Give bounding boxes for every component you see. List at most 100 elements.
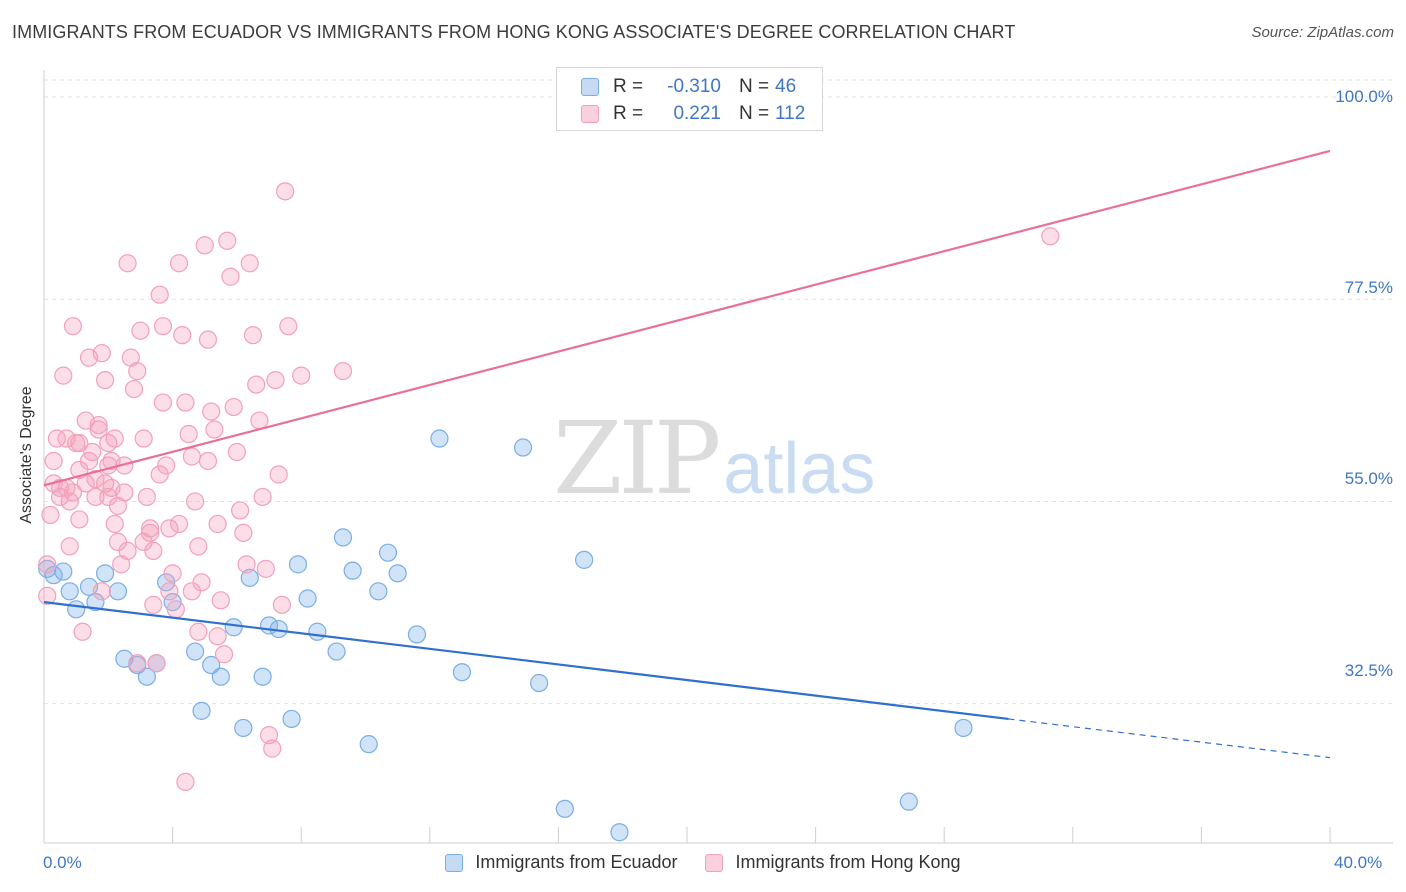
legend-r-label: R =	[613, 103, 644, 124]
ecuador-point	[224, 618, 243, 637]
y-tick-label: 100.0%	[1335, 87, 1393, 106]
ecuador-point	[378, 543, 398, 562]
hongkong-point	[205, 420, 224, 439]
hongkong-point	[221, 267, 240, 286]
ecuador-point	[211, 667, 230, 686]
hongkong-point	[202, 402, 221, 421]
hongkong-point	[38, 586, 57, 605]
hongkong-point	[54, 366, 73, 385]
ecuador-point	[575, 550, 594, 569]
hongkong-point	[263, 739, 282, 758]
ecuador-point	[186, 642, 205, 661]
hongkong-point	[92, 582, 111, 601]
correlation-legend: R = -0.310 N = 46 R = 0.221 N = 112	[556, 67, 823, 131]
chart-title: IMMIGRANTS FROM ECUADOR VS IMMIGRANTS FR…	[12, 22, 1016, 42]
legend-swatch-blue	[445, 853, 464, 872]
hongkong-point	[124, 379, 144, 399]
ecuador-point	[44, 566, 63, 585]
hongkong-point	[92, 344, 111, 363]
hongkong-point	[182, 447, 201, 466]
hongkong-point	[211, 591, 230, 610]
hongkong-point	[269, 465, 288, 484]
hongkong-point	[224, 397, 243, 417]
legend-label-ecuador: Immigrants from Ecuador	[475, 852, 678, 872]
hongkong-point	[166, 600, 185, 619]
hongkong-point	[153, 393, 173, 412]
hongkong-point	[86, 469, 105, 489]
legend-n-label: N =	[739, 76, 770, 97]
legend-item-ecuador[interactable]: Immigrants from Ecuador	[445, 852, 677, 873]
hongkong-point	[169, 514, 189, 534]
ecuador-point	[95, 564, 115, 583]
source-label: Source: ZipAtlas.com	[1251, 24, 1394, 41]
hongkong-point	[89, 420, 108, 439]
hongkong-point	[198, 330, 218, 349]
hongkong-point	[189, 537, 208, 556]
y-tick-label: 77.5%	[1344, 278, 1393, 297]
hongkong-point	[272, 595, 292, 614]
hongkong-point	[131, 321, 150, 340]
ecuador-point	[60, 582, 79, 601]
legend-swatch-pink	[581, 105, 599, 123]
hongkong-point	[118, 541, 137, 560]
hongkong-point	[95, 370, 115, 390]
legend-r-label: R =	[613, 76, 644, 97]
legend-label-hongkong: Immigrants from Hong Kong	[735, 852, 961, 872]
hongkong-point	[198, 451, 218, 471]
hongkong-point	[70, 510, 89, 529]
hongkong-point	[253, 487, 272, 507]
hongkong-point	[208, 514, 227, 534]
hongkong-point	[108, 496, 128, 516]
hongkong-point	[179, 424, 198, 444]
hongkong-point	[231, 501, 250, 520]
ecuador-point	[86, 593, 105, 612]
hongkong-point	[214, 645, 234, 664]
legend-n-label: N =	[739, 103, 770, 124]
hongkong-point	[237, 555, 256, 574]
watermark-zip: ZIP	[553, 400, 721, 517]
hongkong-point	[227, 442, 246, 462]
ecuador-point	[67, 600, 86, 619]
hongkong-point	[240, 254, 259, 273]
hongkong-point	[160, 519, 179, 538]
ecuador-point	[430, 429, 449, 448]
hongkong-point	[153, 317, 173, 336]
hongkong-point	[182, 582, 201, 601]
hongkong-point	[44, 451, 63, 471]
hongkong-point	[266, 370, 285, 390]
hongkong-point	[89, 415, 108, 435]
hongkong-point	[105, 429, 124, 448]
series-legend: Immigrants from Ecuador Immigrants from …	[0, 852, 1406, 873]
ecuador-point	[202, 655, 221, 675]
hongkong-point	[70, 433, 89, 453]
legend-swatch-blue	[581, 78, 599, 96]
ecuador-point	[610, 823, 629, 842]
watermark-atlas: atlas	[723, 429, 876, 509]
hongkong-point	[79, 451, 99, 471]
hongkong-point	[247, 375, 266, 394]
legend-n-value: 112	[775, 103, 806, 124]
hongkong-point	[63, 483, 83, 502]
ecuador-point	[108, 582, 128, 601]
ecuador-point	[192, 701, 211, 720]
hongkong-point	[189, 622, 208, 641]
hongkong-point	[1041, 227, 1060, 246]
ecuador-point	[530, 673, 549, 693]
ecuador-point	[555, 799, 574, 818]
x-tick-label: 0.0%	[43, 853, 82, 872]
hongkong-point	[169, 254, 189, 273]
legend-row-hongkong: R = 0.221 N = 112	[581, 102, 805, 126]
hongkong-point	[41, 505, 60, 525]
watermark: ZIPatlas	[553, 400, 875, 517]
ecuador-point	[240, 568, 259, 587]
hongkong-point	[195, 236, 214, 255]
hongkong-point	[73, 622, 92, 641]
legend-item-hongkong[interactable]: Immigrants from Hong Kong	[705, 852, 961, 873]
legend-r-value: -0.310	[667, 76, 721, 97]
hongkong-point	[38, 555, 57, 574]
ecuador-point	[327, 642, 346, 661]
ecuador-point	[234, 718, 253, 738]
hongkong-point	[147, 654, 166, 673]
ecuador-point	[369, 582, 388, 601]
